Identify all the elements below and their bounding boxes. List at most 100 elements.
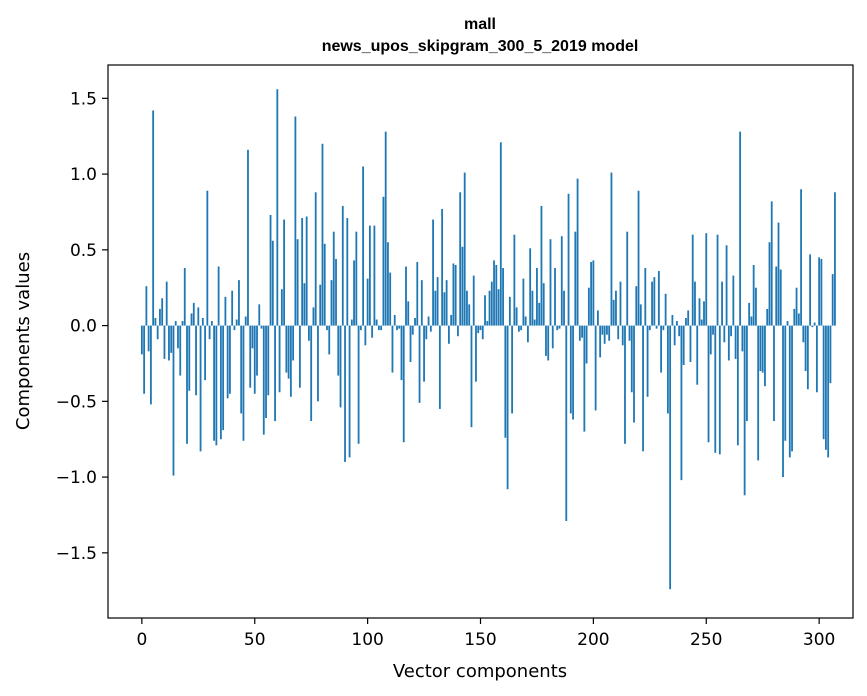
y-tick-label: 1.5 (70, 89, 97, 109)
bar (637, 190, 640, 326)
bar (168, 325, 170, 361)
bar (734, 325, 737, 359)
bar (289, 325, 292, 397)
bar (676, 321, 678, 326)
bar (321, 143, 324, 326)
chart-subtitle: news_upos_skipgram_300_5_2019 model (322, 38, 639, 55)
bar (432, 219, 434, 326)
bar (827, 325, 830, 458)
bar (608, 325, 611, 341)
bar (646, 325, 649, 397)
bar (362, 166, 365, 326)
bar (350, 319, 353, 326)
bar (219, 325, 222, 440)
bar (721, 281, 723, 326)
bar (447, 325, 450, 344)
bar (813, 322, 816, 326)
bar (829, 325, 832, 384)
bar (800, 189, 802, 326)
bar (797, 313, 800, 326)
bar (371, 325, 374, 338)
bar (310, 325, 313, 422)
y-axis-label: Components values (13, 252, 34, 430)
bar (210, 321, 213, 326)
bar (262, 325, 265, 435)
bar (140, 325, 143, 355)
bar (294, 116, 297, 326)
bar (174, 321, 177, 326)
bar (502, 268, 504, 326)
bar (626, 231, 629, 326)
bar (366, 278, 369, 326)
bar (662, 325, 665, 331)
bar (648, 325, 651, 331)
bar (305, 216, 308, 326)
bar (466, 290, 468, 326)
bar (698, 298, 701, 326)
bar (822, 325, 825, 440)
bar (655, 325, 658, 329)
bar (644, 268, 647, 326)
bar (414, 318, 416, 326)
bar (759, 325, 762, 372)
bar (235, 319, 238, 326)
bar (398, 325, 401, 329)
bar (165, 281, 168, 326)
bar (732, 275, 735, 326)
x-tick-label: 200 (577, 630, 609, 650)
bar (477, 325, 480, 334)
bar (596, 310, 599, 326)
bar (443, 292, 446, 326)
bar (450, 314, 453, 326)
bar (353, 260, 355, 326)
bar (524, 316, 527, 326)
bar (578, 325, 581, 341)
bar (802, 325, 805, 343)
bar (795, 287, 798, 326)
bar (825, 325, 827, 450)
bar (660, 325, 663, 373)
bar (269, 214, 272, 326)
bar (779, 269, 782, 326)
bar (513, 234, 516, 326)
bar (475, 325, 477, 382)
bar (551, 325, 554, 349)
x-tick-label: 250 (690, 630, 722, 650)
bar (201, 318, 204, 326)
bar (527, 325, 529, 343)
bar (208, 325, 211, 340)
chart-title: mall (464, 16, 496, 33)
bar (542, 283, 545, 326)
bar (233, 325, 236, 331)
bar (784, 325, 787, 441)
bar (197, 307, 200, 326)
bar (172, 325, 175, 476)
bar (400, 325, 403, 381)
bar (540, 205, 543, 326)
bar (590, 261, 593, 326)
bar (224, 296, 227, 326)
bar (664, 293, 667, 326)
bar (454, 264, 457, 326)
bar (402, 325, 405, 443)
bar (621, 325, 624, 346)
bar (479, 325, 482, 331)
bar (493, 260, 495, 326)
bar (348, 325, 351, 458)
bar (508, 296, 511, 326)
bar (204, 325, 206, 381)
bar (811, 325, 814, 328)
bar (183, 268, 186, 326)
bar (407, 301, 410, 326)
bar (748, 302, 751, 326)
bar (265, 325, 267, 419)
bar (332, 231, 335, 326)
bar (161, 298, 164, 326)
bar (179, 325, 182, 376)
bar (490, 281, 493, 326)
bar (764, 325, 766, 387)
bar (581, 325, 583, 338)
bar (149, 325, 152, 405)
bar (278, 325, 281, 393)
bar (766, 308, 769, 326)
